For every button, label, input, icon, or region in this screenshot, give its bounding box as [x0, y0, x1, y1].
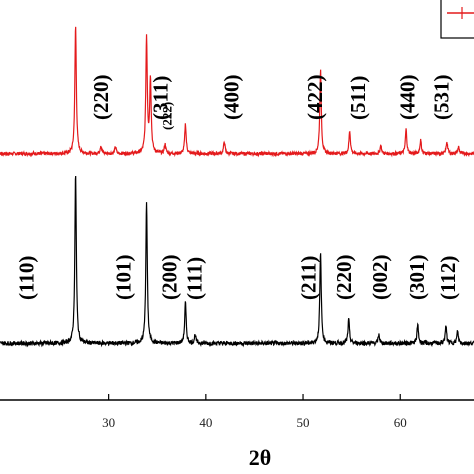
peak-label: (211) [296, 256, 320, 300]
x-tick-label: 60 [394, 415, 407, 430]
peak-label: (400) [220, 75, 244, 121]
peak-label: (311) [149, 76, 173, 120]
x-tick-label: 50 [297, 415, 310, 430]
series-2-trace [0, 175, 474, 348]
peak-label: (112) [436, 256, 460, 300]
x-tick-label: 30 [102, 415, 115, 430]
x-axis-title: 2θ [249, 445, 271, 470]
peak-label: (301) [405, 255, 429, 301]
peak-label: (200) [157, 255, 181, 301]
traces [0, 26, 474, 348]
legend-box [440, 0, 474, 39]
peak-label: (101) [112, 255, 136, 301]
series-1-trace [0, 26, 474, 158]
peak-label: (511) [346, 76, 370, 120]
x-axis: 30 40 50 60 [102, 394, 407, 430]
peak-label: (422) [303, 75, 327, 121]
x-tick-label: 40 [199, 415, 212, 430]
peak-labels: (220) (311)(222) (400) (422) (511) (440) (531)… [14, 75, 460, 301]
peak-label: (111) [183, 257, 207, 300]
peak-label: (531) [429, 75, 453, 121]
peak-label: (220) [89, 75, 113, 121]
peak-label: (440) [395, 75, 419, 121]
peak-label: (220) [332, 255, 356, 301]
peak-label: (002) [368, 255, 392, 301]
peak-label: (110) [14, 256, 38, 300]
legend [440, 0, 474, 39]
peak-label: (222) [160, 102, 175, 130]
